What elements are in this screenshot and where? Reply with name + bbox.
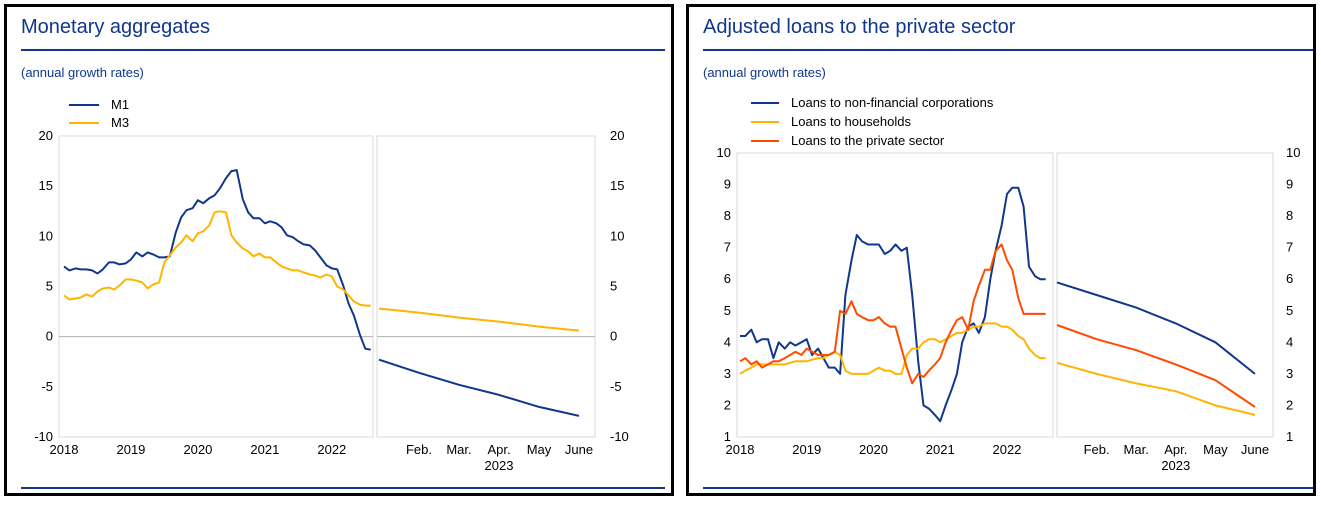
chart-panel-monetary-aggregates: Monetary aggregates (annual growth rates… xyxy=(4,4,674,496)
series-line-history-0 xyxy=(740,186,1046,423)
projection-plot-frame xyxy=(1056,152,1274,438)
y-tick-label-left: 15 xyxy=(39,178,53,193)
y-tick-label-left: 7 xyxy=(724,240,731,255)
y-tick-label-right: 8 xyxy=(1286,208,1293,223)
chart-subtitle: (annual growth rates) xyxy=(703,65,826,80)
x-tick-label: 2022 xyxy=(317,442,346,457)
x-tick-label: Apr. xyxy=(1164,442,1187,457)
history-plot-frame xyxy=(736,152,1054,438)
x-tick-label: 2019 xyxy=(792,442,821,457)
x-tick-label: 2018 xyxy=(726,442,755,457)
series-line-projection-0 xyxy=(378,358,580,417)
x-tick-label: June xyxy=(1241,442,1269,457)
bottom-rule xyxy=(21,487,665,489)
x-group-label: 2023 xyxy=(485,458,514,473)
y-tick-label-left: 8 xyxy=(724,208,731,223)
chart-title: Adjusted loans to the private sector xyxy=(703,16,1016,38)
y-tick-label-left: 0 xyxy=(46,329,53,344)
x-tick-label: June xyxy=(565,442,593,457)
series-line-projection-0 xyxy=(1056,281,1256,375)
y-tick-label-left: 5 xyxy=(724,303,731,318)
y-tick-label-right: -5 xyxy=(610,379,622,394)
x-group-label: 2023 xyxy=(1161,458,1190,473)
x-tick-label: 2020 xyxy=(183,442,212,457)
y-tick-label-left: 2 xyxy=(724,397,731,412)
series-line-history-2 xyxy=(739,243,1046,385)
y-tick-label-left: 1 xyxy=(724,429,731,444)
legend-label: M1 xyxy=(111,97,129,112)
legend-label: Loans to households xyxy=(791,114,911,129)
title-rule xyxy=(21,49,665,51)
series-line-projection-1 xyxy=(378,307,580,332)
y-tick-label-left: 3 xyxy=(724,366,731,381)
y-tick-label-right: 10 xyxy=(1286,145,1300,160)
y-tick-label-left: -5 xyxy=(41,379,53,394)
x-tick-label: Feb. xyxy=(406,442,432,457)
x-tick-label: 2022 xyxy=(992,442,1021,457)
x-tick-label: Feb. xyxy=(1084,442,1110,457)
x-tick-label: Mar. xyxy=(446,442,471,457)
chart-subtitle: (annual growth rates) xyxy=(21,65,144,80)
y-tick-label-right: 20 xyxy=(610,128,624,143)
y-tick-label-right: 3 xyxy=(1286,366,1293,381)
y-tick-label-left: 6 xyxy=(724,271,731,286)
x-tick-label: 2019 xyxy=(116,442,145,457)
series-line-projection-1 xyxy=(1056,361,1256,416)
y-tick-label-left: 10 xyxy=(39,228,53,243)
y-tick-label-left: 5 xyxy=(46,279,53,294)
y-tick-label-right: 1 xyxy=(1286,429,1293,444)
x-tick-label: Apr. xyxy=(487,442,510,457)
projection-plot-frame xyxy=(376,135,596,438)
history-plot-frame xyxy=(58,135,374,438)
y-tick-label-right: 4 xyxy=(1286,334,1293,349)
y-tick-label-left: 9 xyxy=(724,177,731,192)
legend-label: M3 xyxy=(111,115,129,130)
legend-label: Loans to non-financial corporations xyxy=(791,95,994,110)
y-tick-label-left: 10 xyxy=(717,145,731,160)
series-line-history-1 xyxy=(63,210,371,307)
y-tick-label-right: 5 xyxy=(1286,303,1293,318)
x-tick-label: Mar. xyxy=(1124,442,1149,457)
y-tick-label-right: 15 xyxy=(610,178,624,193)
x-tick-label: May xyxy=(527,442,552,457)
chart-panel-adjusted-loans: Adjusted loans to the private sector (an… xyxy=(686,4,1316,496)
y-tick-label-right: -10 xyxy=(610,429,629,444)
x-tick-label: 2020 xyxy=(859,442,888,457)
legend-label: Loans to the private sector xyxy=(791,133,945,148)
x-tick-label: 2021 xyxy=(926,442,955,457)
bottom-rule xyxy=(703,487,1313,489)
series-line-history-1 xyxy=(739,322,1046,375)
y-tick-label-right: 6 xyxy=(1286,271,1293,286)
y-tick-label-right: 7 xyxy=(1286,240,1293,255)
y-tick-label-right: 2 xyxy=(1286,397,1293,412)
y-tick-label-right: 9 xyxy=(1286,177,1293,192)
y-tick-label-left: 20 xyxy=(39,128,53,143)
y-tick-label-left: -10 xyxy=(34,429,53,444)
x-tick-label: 2018 xyxy=(50,442,79,457)
series-line-projection-2 xyxy=(1056,324,1256,408)
y-tick-label-right: 0 xyxy=(610,329,617,344)
chart-title: Monetary aggregates xyxy=(21,16,211,38)
x-tick-label: May xyxy=(1203,442,1228,457)
series-line-history-0 xyxy=(63,169,371,351)
y-tick-label-right: 10 xyxy=(610,228,624,243)
y-tick-label-left: 4 xyxy=(724,334,731,349)
y-tick-label-right: 5 xyxy=(610,279,617,294)
title-rule xyxy=(703,49,1313,51)
x-tick-label: 2021 xyxy=(250,442,279,457)
